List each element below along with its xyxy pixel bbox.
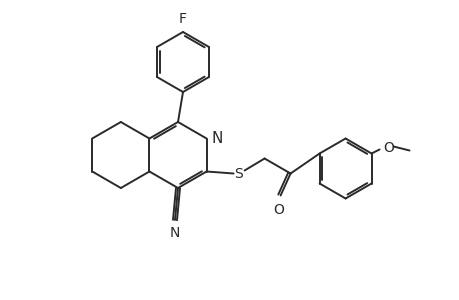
Text: O: O	[273, 203, 283, 218]
Text: S: S	[234, 167, 242, 181]
Text: N: N	[169, 226, 180, 240]
Text: F: F	[179, 12, 187, 26]
Text: N: N	[211, 131, 223, 146]
Text: O: O	[383, 142, 393, 155]
